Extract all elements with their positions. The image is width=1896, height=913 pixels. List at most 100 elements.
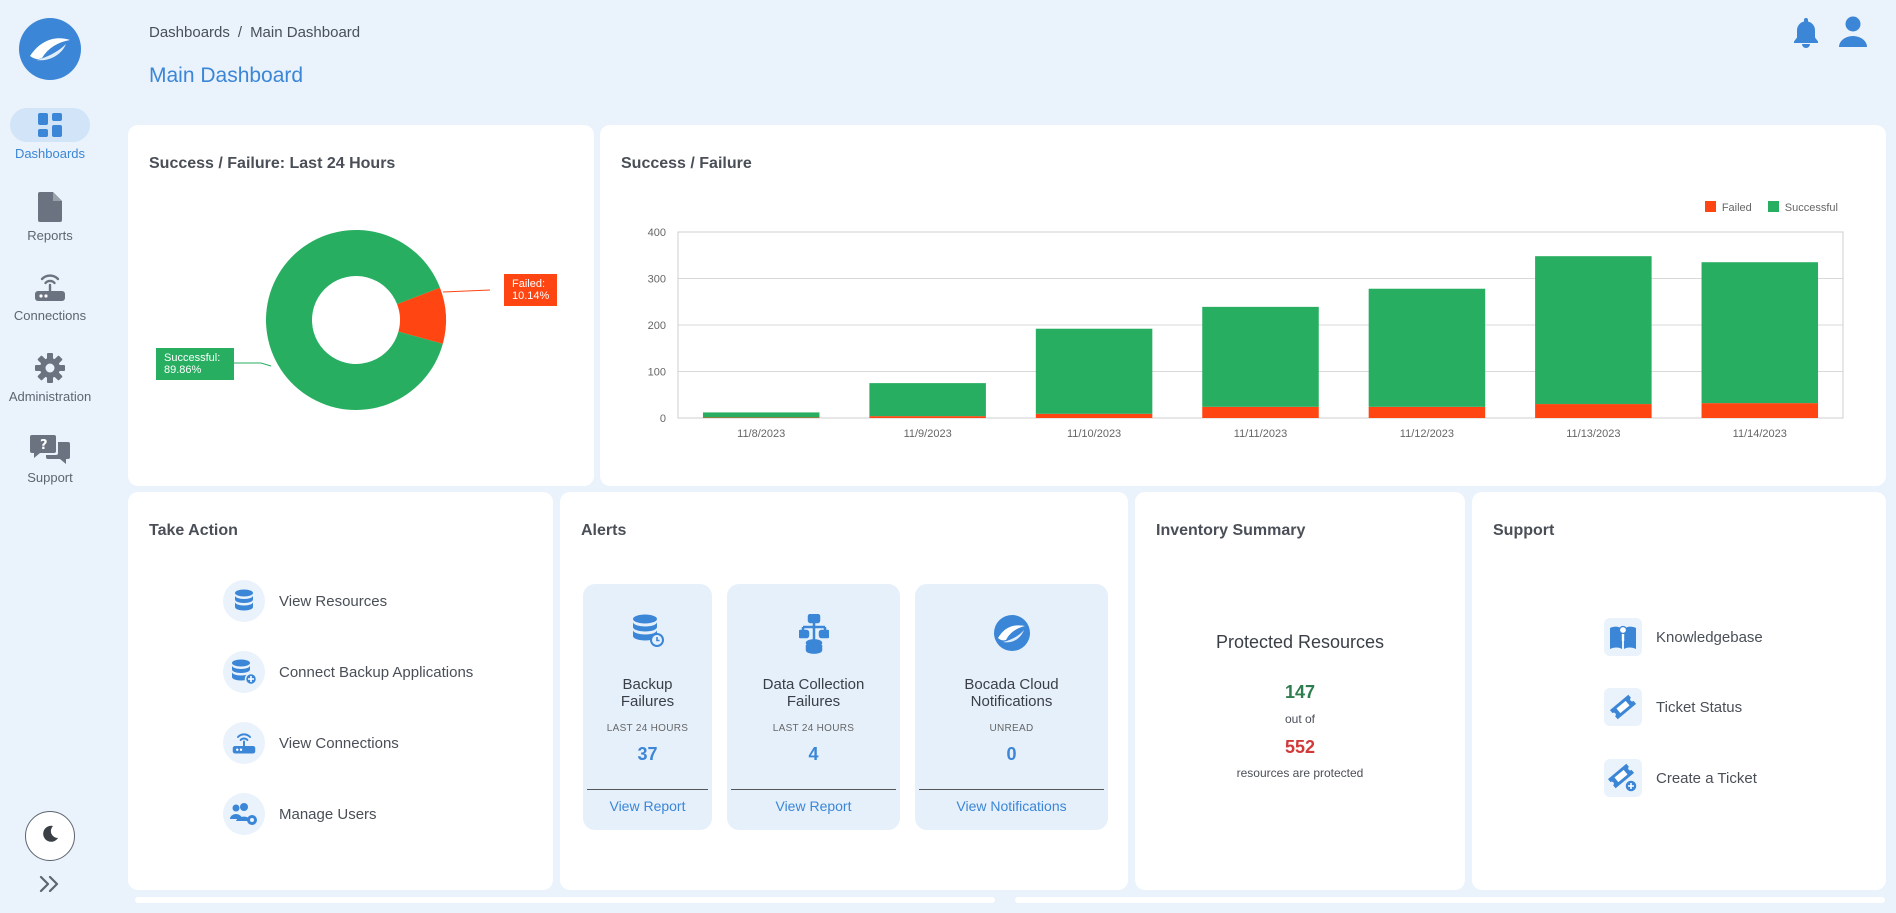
sidebar-item-label: Support bbox=[27, 470, 73, 485]
connect-backup-applications-action[interactable]: Connect Backup Applications bbox=[223, 651, 473, 693]
data-collection-failures-tile: Data Collection Failures LAST 24 HOURS 4 … bbox=[727, 584, 900, 830]
y-tick-label: 400 bbox=[648, 227, 666, 239]
card-title: Take Action bbox=[149, 522, 238, 539]
database-add-icon bbox=[223, 651, 265, 693]
action-label: View Resources bbox=[279, 592, 388, 610]
tile-title-line: Failures bbox=[786, 693, 841, 710]
next-row-card-edge bbox=[135, 897, 995, 903]
bar-successful[interactable] bbox=[1701, 262, 1819, 404]
bar-successful[interactable] bbox=[1035, 328, 1153, 414]
successful-leader-line bbox=[233, 362, 272, 367]
bar-successful[interactable] bbox=[1535, 256, 1652, 405]
successful-value-text: 89.86% bbox=[164, 364, 202, 376]
svg-text:?: ? bbox=[40, 438, 48, 453]
tile-subtitle: LAST 24 HOURS bbox=[772, 723, 855, 734]
bell-icon bbox=[1792, 18, 1820, 52]
data-collection-view-report-link[interactable]: View Report bbox=[775, 798, 852, 814]
legend-item-successful[interactable]: Successful bbox=[1767, 201, 1838, 214]
bar-failed[interactable] bbox=[1035, 413, 1153, 418]
next-row-card-edge bbox=[1015, 897, 1885, 903]
y-tick-label: 100 bbox=[648, 367, 666, 379]
tile-title-line: Failures bbox=[620, 693, 675, 710]
data-collection-failures-count: 4 bbox=[808, 744, 819, 764]
bar-failed[interactable] bbox=[1701, 403, 1819, 418]
bar-failed[interactable] bbox=[1535, 404, 1652, 418]
legend-label: Successful bbox=[1784, 202, 1838, 214]
backup-failures-tile: Backup Failures LAST 24 HOURS 37 View Rep… bbox=[583, 584, 712, 830]
x-tick-label: 11/13/2023 bbox=[1566, 428, 1620, 440]
user-menu-button[interactable] bbox=[1838, 16, 1868, 53]
ticket-add-icon bbox=[1604, 759, 1642, 797]
failed-label-text: Failed: bbox=[512, 278, 546, 290]
bar-failed[interactable] bbox=[869, 416, 986, 418]
success-failure-24h-card: Success / Failure: Last 24 Hours Failed:… bbox=[128, 125, 594, 486]
document-icon bbox=[0, 190, 100, 224]
backup-failures-view-report-link[interactable]: View Report bbox=[609, 798, 686, 814]
divider bbox=[731, 789, 896, 790]
dashboard-icon bbox=[10, 108, 90, 142]
bar-failed[interactable] bbox=[1368, 406, 1486, 418]
bocada-cloud-notifications-tile: Bocada Cloud Notifications UNREAD 0 View … bbox=[915, 584, 1108, 830]
view-resources-action[interactable]: View Resources bbox=[223, 580, 387, 622]
network-hierarchy-icon bbox=[727, 614, 900, 654]
y-tick-label: 300 bbox=[648, 274, 666, 286]
bar-failed[interactable] bbox=[1202, 406, 1319, 418]
failed-value-text: 10.14% bbox=[512, 290, 550, 302]
pie-slice-failed[interactable] bbox=[397, 287, 447, 344]
take-action-card: Take Action View Resources Connect Backu… bbox=[128, 492, 553, 890]
view-connections-action[interactable]: View Connections bbox=[223, 722, 399, 764]
card-title: Alerts bbox=[581, 522, 627, 539]
bar-successful[interactable] bbox=[1202, 306, 1319, 407]
sidebar-item-label: Dashboards bbox=[14, 146, 86, 161]
bar-successful[interactable] bbox=[1368, 288, 1486, 407]
user-icon bbox=[1838, 16, 1868, 52]
pie-slice-successful[interactable] bbox=[266, 230, 443, 411]
tile-title: Data Collection Failures bbox=[727, 676, 900, 710]
ticket-status-link[interactable]: Ticket Status bbox=[1604, 688, 1742, 726]
notifications-button[interactable] bbox=[1792, 16, 1820, 53]
bar-successful[interactable] bbox=[702, 412, 820, 418]
users-gear-icon bbox=[223, 793, 265, 835]
divider bbox=[587, 789, 708, 790]
theme-toggle-button[interactable] bbox=[25, 811, 75, 861]
bocada-logo-icon[interactable] bbox=[19, 18, 81, 80]
tile-title-line: Data Collection bbox=[762, 676, 865, 693]
knowledgebase-link[interactable]: Knowledgebase bbox=[1604, 618, 1763, 656]
double-chevron-right-icon bbox=[38, 875, 62, 898]
sidebar-item-support[interactable]: ? Support bbox=[0, 432, 100, 485]
success-failure-card: Success / Failure Failed Successful 0 100… bbox=[600, 125, 1886, 486]
tile-subtitle: UNREAD bbox=[989, 723, 1034, 734]
manage-users-action[interactable]: Manage Users bbox=[223, 793, 377, 835]
support-card: Support Knowledgebase Ticket Status Crea… bbox=[1472, 492, 1886, 890]
breadcrumb-dashboards[interactable]: Dashboards bbox=[149, 24, 230, 41]
view-notifications-link[interactable]: View Notifications bbox=[956, 798, 1067, 814]
sidebar-item-reports[interactable]: Reports bbox=[0, 190, 100, 243]
breadcrumb-main-dashboard: Main Dashboard bbox=[250, 24, 361, 41]
bar-successful[interactable] bbox=[869, 383, 986, 417]
alerts-card: Alerts Backup Failures LAST 24 HOURS 37 V… bbox=[560, 492, 1128, 890]
card-title: Inventory Summary bbox=[1156, 522, 1306, 539]
donut-chart bbox=[233, 230, 491, 411]
sidebar-item-dashboards[interactable]: Dashboards bbox=[0, 108, 100, 161]
breadcrumb-separator: / bbox=[237, 24, 243, 41]
inventory-summary-card: Inventory Summary Protected Resources 14… bbox=[1135, 492, 1465, 890]
failed-data-label: Failed: 10.14% bbox=[504, 274, 558, 306]
tile-title: Backup Failures bbox=[583, 676, 712, 710]
action-label: Manage Users bbox=[279, 805, 377, 823]
expand-sidebar-button[interactable] bbox=[38, 874, 62, 899]
card-title: Success / Failure: Last 24 Hours bbox=[149, 155, 396, 172]
backup-failures-count: 37 bbox=[637, 744, 658, 764]
sidebar: Dashboards Reports Connections Administr… bbox=[0, 0, 100, 913]
legend-item-failed[interactable]: Failed bbox=[1704, 201, 1752, 214]
sidebar-item-connections[interactable]: Connections bbox=[0, 270, 100, 323]
sidebar-item-administration[interactable]: Administration bbox=[0, 351, 100, 404]
y-tick-label: 0 bbox=[660, 413, 666, 425]
protected-count: 147 bbox=[1284, 682, 1316, 702]
bocada-logo-icon bbox=[915, 614, 1108, 652]
out-of-text: out of bbox=[1284, 712, 1316, 726]
stacked-bar-chart: 0 100 200 300 400 11/8/2023 11/9/2023 11/10/202… bbox=[648, 227, 1844, 440]
successful-data-label: Successful: 89.86% bbox=[156, 348, 234, 380]
card-title: Support bbox=[1493, 522, 1555, 539]
database-clock-icon bbox=[583, 614, 712, 648]
create-ticket-link[interactable]: Create a Ticket bbox=[1604, 759, 1757, 797]
